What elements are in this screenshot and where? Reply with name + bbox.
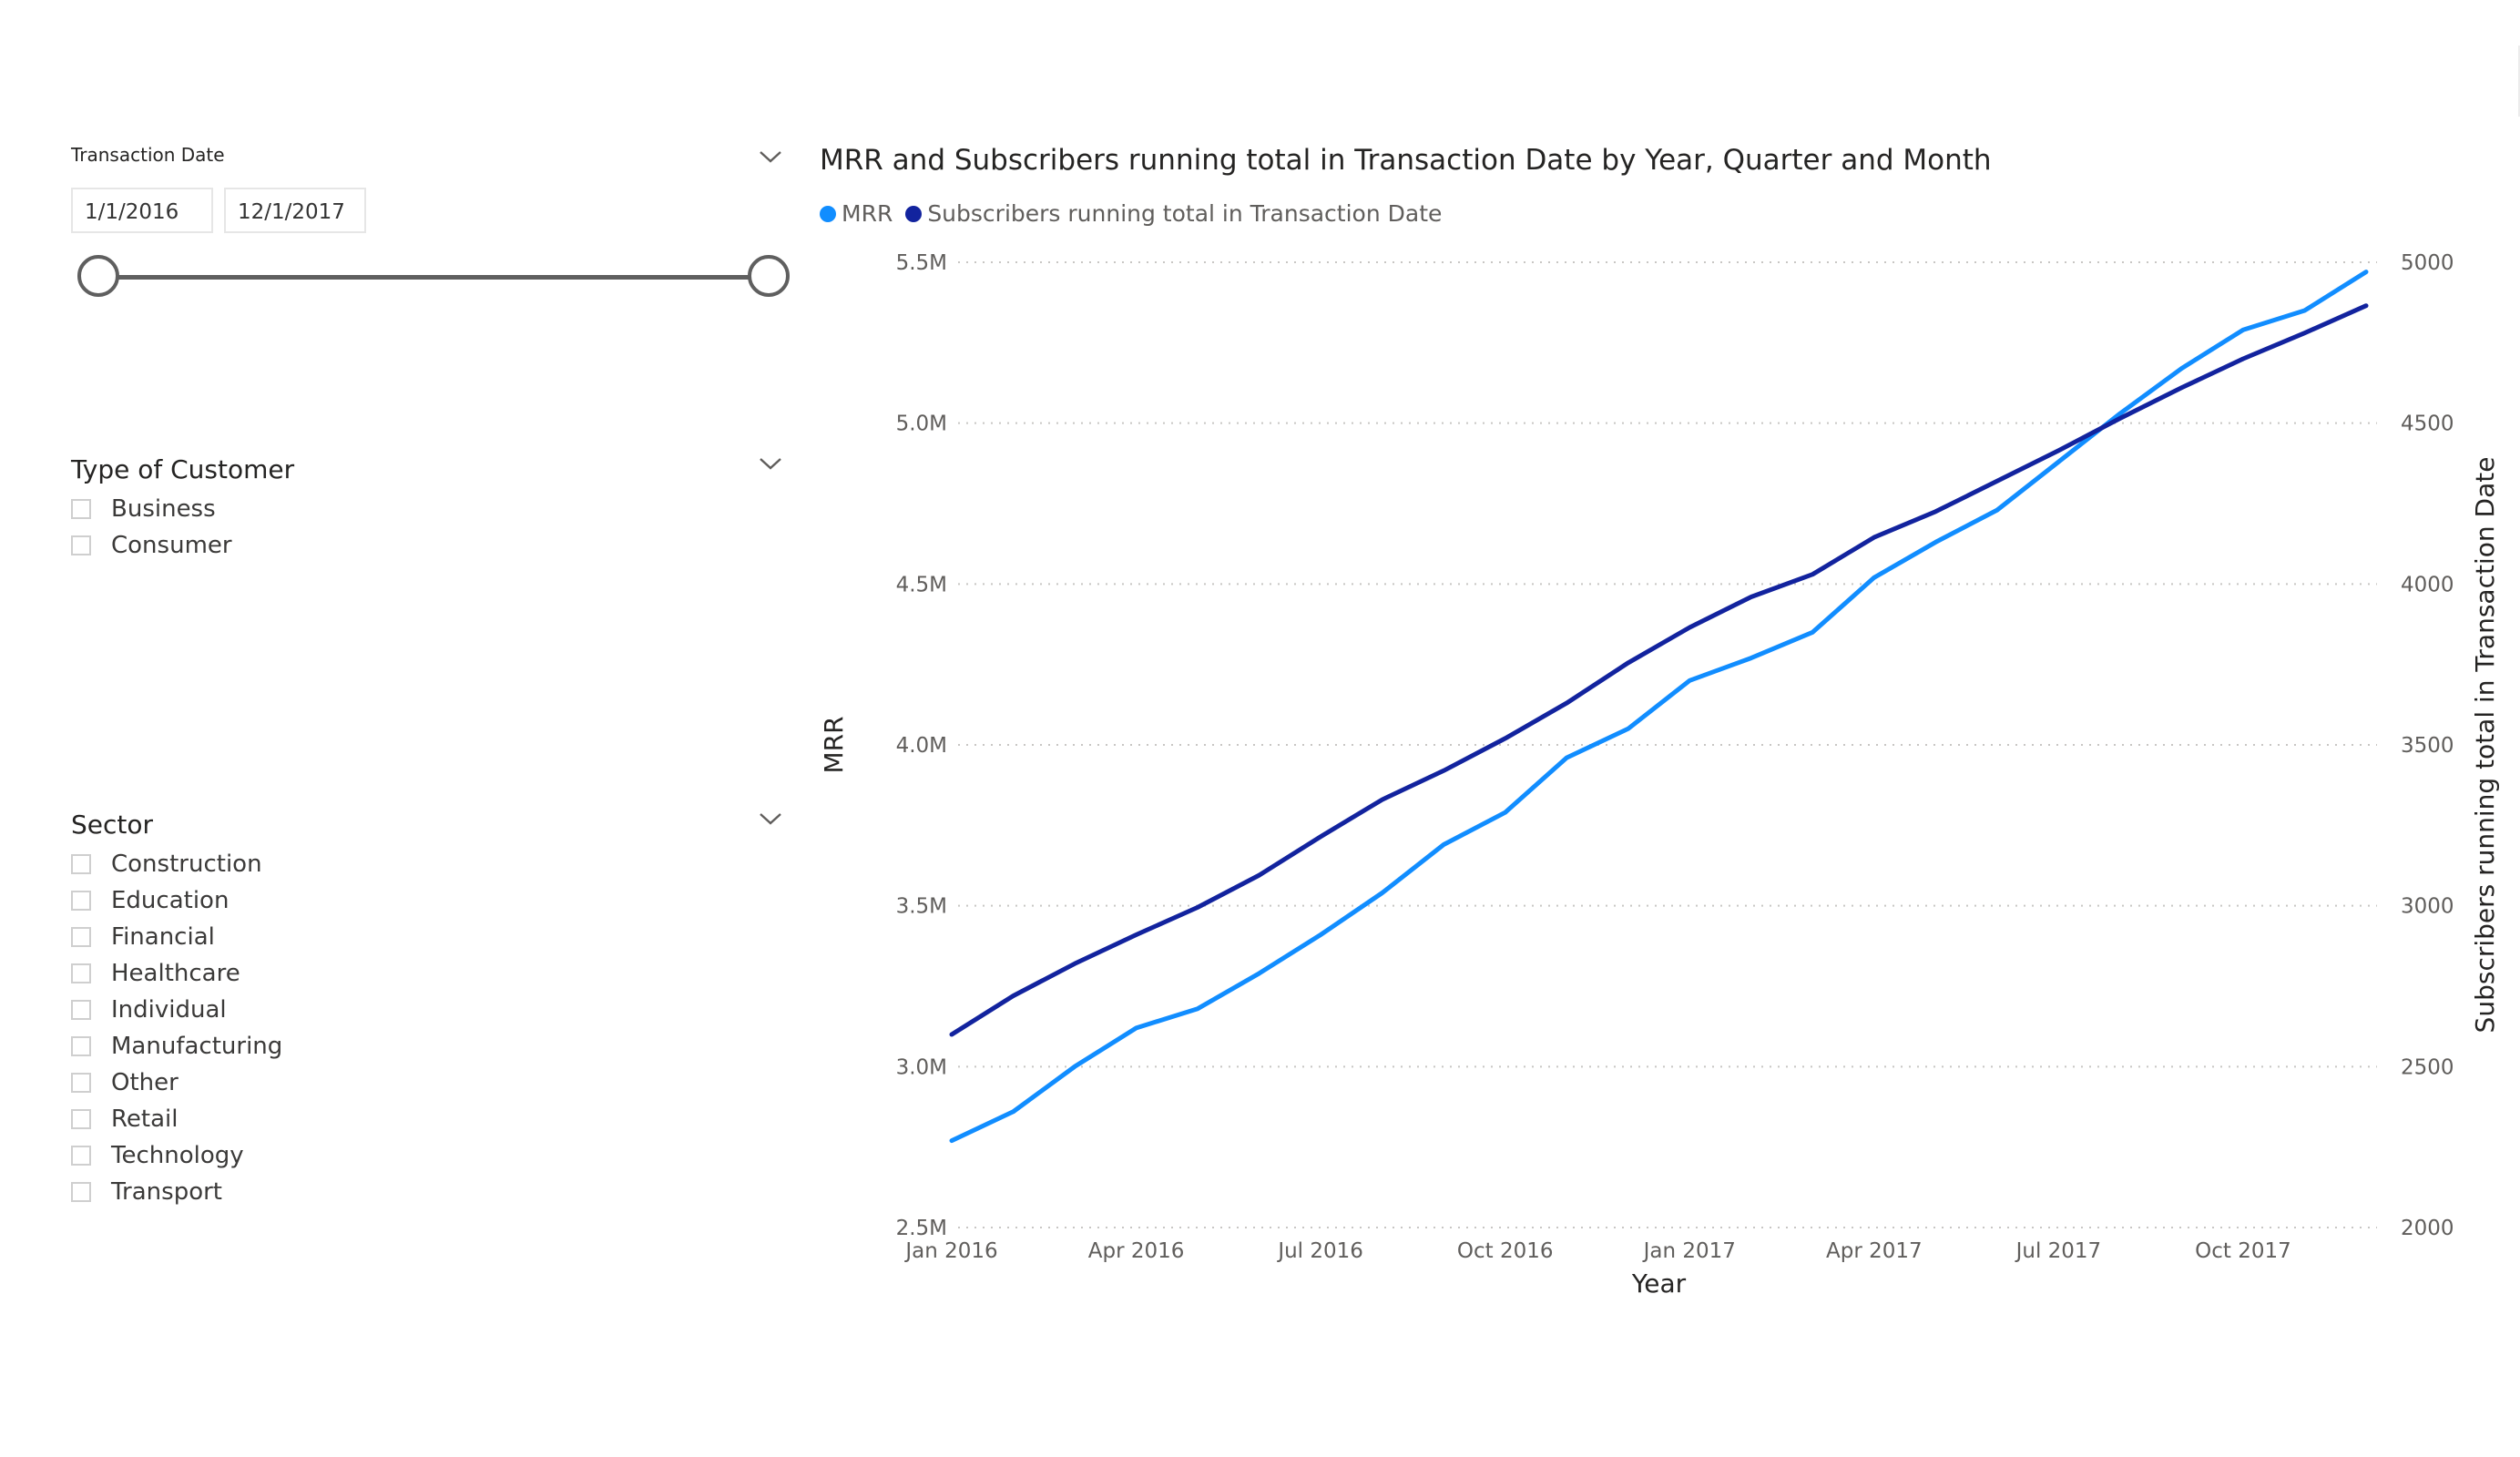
y2-axis-title: Subscribers running total in Transaction…: [2470, 457, 2500, 1034]
canvas-edge-divider: [2518, 46, 2520, 117]
chart-legend: MRR Subscribers running total in Transac…: [820, 200, 1454, 227]
y2-axis-tick-label: 4500: [2401, 413, 2454, 436]
chart-title: MRR and Subscribers running total in Tra…: [820, 144, 1992, 177]
date-range-slider[interactable]: [71, 251, 800, 306]
chevron-down-icon[interactable]: [758, 810, 783, 828]
y2-axis-tick-label: 2000: [2401, 1217, 2454, 1240]
checkbox[interactable]: [71, 963, 91, 983]
sector-slicer: Sector Construction Education Financial …: [71, 806, 791, 1210]
subscribers-series-line: [949, 303, 2369, 1037]
legend-marker-mrr: [820, 205, 836, 222]
sector-option-label: Other: [111, 1069, 179, 1096]
sector-option-financial[interactable]: Financial: [71, 919, 791, 955]
sector-option-technology[interactable]: Technology: [71, 1137, 791, 1174]
transaction-date-slicer-header: Transaction Date: [71, 144, 791, 184]
y2-axis-tick-label: 3000: [2401, 895, 2454, 919]
customer-option-consumer[interactable]: Consumer: [71, 527, 791, 564]
checkbox[interactable]: [71, 891, 91, 911]
end-date-slider-handle[interactable]: [748, 255, 790, 297]
x-axis-tick-label: Apr 2016: [1088, 1239, 1185, 1263]
sector-option-label: Healthcare: [111, 960, 240, 987]
x-axis-tick-label: Jan 2016: [903, 1239, 997, 1263]
legend-marker-subscribers: [905, 205, 923, 222]
x-axis-tick-label: Apr 2017: [1826, 1239, 1923, 1263]
sector-option-individual[interactable]: Individual: [71, 992, 791, 1028]
checkbox[interactable]: [71, 535, 91, 555]
x-axis-tick-label: Jul 2016: [1276, 1239, 1363, 1263]
x-axis-tick-label: Jan 2017: [1642, 1239, 1736, 1263]
sector-option-retail[interactable]: Retail: [71, 1101, 791, 1137]
sector-option-other[interactable]: Other: [71, 1065, 791, 1101]
sector-option-construction[interactable]: Construction: [71, 846, 791, 882]
chevron-down-icon[interactable]: [758, 148, 783, 166]
sector-slicer-title: Sector: [71, 810, 154, 840]
chevron-down-icon[interactable]: [758, 454, 783, 473]
y-axis-tick-label: 3.0M: [896, 1055, 947, 1079]
y-axis-tick-label: 4.5M: [896, 573, 947, 596]
checkbox[interactable]: [71, 1073, 91, 1093]
checkbox[interactable]: [71, 1036, 91, 1056]
mrr-series-line: [949, 270, 2369, 1144]
checkbox[interactable]: [71, 1146, 91, 1166]
sector-option-healthcare[interactable]: Healthcare: [71, 955, 791, 992]
type-of-customer-list: Business Consumer: [71, 491, 791, 564]
end-date-input[interactable]: 12/1/2017: [224, 188, 366, 233]
date-range-inputs: 1/1/2016 12/1/2017: [71, 188, 435, 239]
customer-option-label: Consumer: [111, 532, 232, 559]
y-axis-tick-label: 2.5M: [896, 1217, 947, 1240]
y2-axis-tick-label: 2500: [2401, 1055, 2454, 1079]
legend-label-mrr: MRR: [842, 200, 893, 227]
sector-option-label: Education: [111, 887, 230, 914]
type-of-customer-slicer-header: Type of Customer: [71, 451, 791, 491]
start-date-slider-handle[interactable]: [77, 255, 119, 297]
legend-item-subscribers[interactable]: Subscribers running total in Transaction…: [905, 200, 1442, 227]
sector-option-label: Retail: [111, 1105, 179, 1133]
y-axis-tick-label: 4.0M: [896, 734, 947, 758]
type-of-customer-slicer-title: Type of Customer: [71, 454, 295, 484]
sector-slicer-header: Sector: [71, 806, 791, 846]
customer-option-label: Business: [111, 495, 216, 523]
transaction-date-slicer: Transaction Date 1/1/2016 12/1/2017: [71, 144, 791, 297]
checkbox[interactable]: [71, 1109, 91, 1129]
x-axis-tick-label: Oct 2017: [2195, 1239, 2291, 1263]
sector-option-transport[interactable]: Transport: [71, 1174, 791, 1210]
y-axis-tick-label: 3.5M: [896, 895, 947, 919]
customer-option-business[interactable]: Business: [71, 491, 791, 527]
chart-canvas: 2.5M 2000 3.0M 2500 3.5M 3000 4.0M 3500 4.5M 4000…: [819, 251, 2500, 1299]
checkbox[interactable]: [71, 1182, 91, 1202]
legend-label-subscribers: Subscribers running total in Transaction…: [927, 200, 1443, 227]
sector-option-education[interactable]: Education: [71, 882, 791, 919]
start-date-input[interactable]: 1/1/2016: [71, 188, 213, 233]
y2-axis-tick-label: 5000: [2401, 251, 2454, 275]
sector-option-label: Construction: [111, 851, 262, 878]
y-axis-tick-label: 5.0M: [896, 413, 947, 436]
date-range-slider-track[interactable]: [98, 275, 772, 280]
sector-option-label: Individual: [111, 996, 227, 1024]
legend-item-mrr[interactable]: MRR: [820, 200, 893, 227]
x-axis-title: Year: [1631, 1269, 1687, 1299]
sector-list: Construction Education Financial Healthc…: [71, 846, 791, 1210]
transaction-date-slicer-title: Transaction Date: [71, 144, 225, 166]
y2-axis-tick-label: 4000: [2401, 573, 2454, 596]
checkbox[interactable]: [71, 854, 91, 874]
y-axis-tick-label: 5.5M: [896, 251, 947, 275]
sector-option-label: Technology: [111, 1142, 244, 1169]
checkbox[interactable]: [71, 1000, 91, 1020]
checkbox[interactable]: [71, 927, 91, 947]
checkbox[interactable]: [71, 499, 91, 519]
y2-axis-tick-label: 3500: [2401, 734, 2454, 758]
mrr-subscribers-line-chart[interactable]: 2.5M 2000 3.0M 2500 3.5M 3000 4.0M 3500 4.5M 4000…: [801, 137, 2514, 1320]
y-axis-title: MRR: [819, 716, 849, 773]
sector-option-manufacturing[interactable]: Manufacturing: [71, 1028, 791, 1065]
x-axis-tick-label: Jul 2017: [2015, 1239, 2102, 1263]
sector-option-label: Transport: [111, 1178, 223, 1206]
sector-option-label: Financial: [111, 923, 215, 951]
type-of-customer-slicer: Type of Customer Business Consumer: [71, 451, 791, 564]
sector-option-label: Manufacturing: [111, 1033, 283, 1060]
x-axis-tick-label: Oct 2016: [1457, 1239, 1554, 1263]
